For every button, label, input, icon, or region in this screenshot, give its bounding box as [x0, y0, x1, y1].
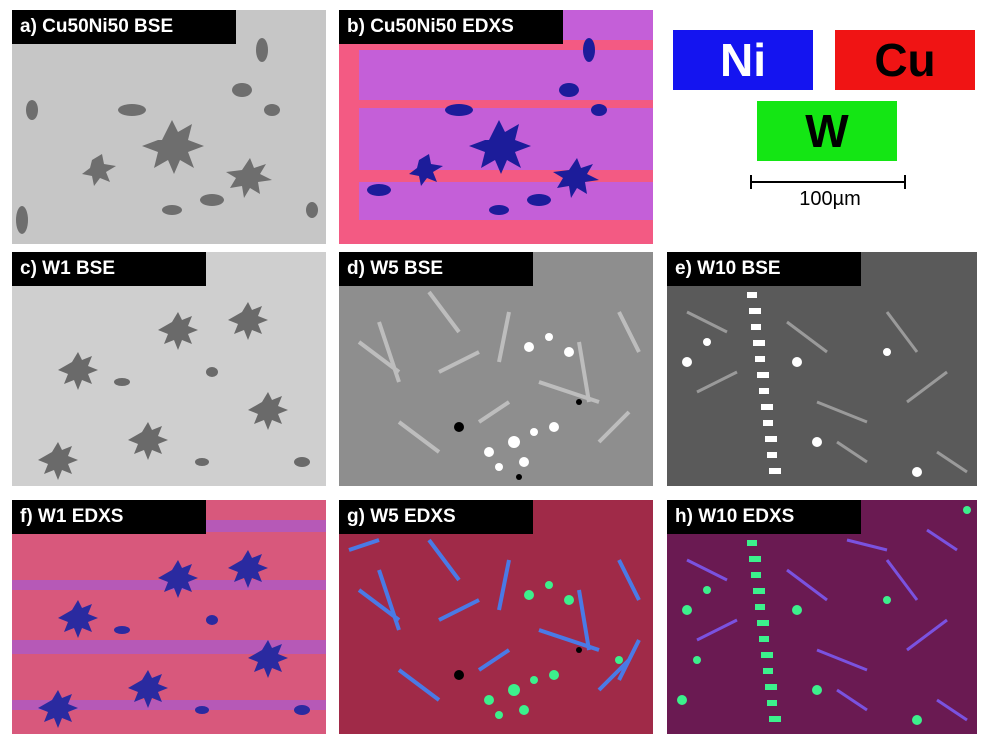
legend-w-swatch: W [757, 101, 897, 161]
panel-f-w1-edxs: f) W1 EDXS [12, 500, 326, 734]
legend-ni-swatch: Ni [673, 30, 813, 90]
panel-c-w1-bse: c) W1 BSE [12, 252, 326, 486]
bse-micrograph-image [667, 252, 977, 486]
bse-micrograph-image [339, 252, 653, 486]
panel-label: d) W5 BSE [339, 252, 533, 286]
panel-a-cu50ni50-bse: a) Cu50Ni50 BSE [12, 10, 326, 244]
edxs-map-image [667, 500, 977, 734]
bse-micrograph-image [12, 252, 326, 486]
panel-label: e) W10 BSE [667, 252, 861, 286]
bse-micrograph-image [12, 10, 326, 244]
edxs-map-image [339, 10, 653, 244]
panel-label: a) Cu50Ni50 BSE [12, 10, 236, 44]
legend-w-label: W [805, 105, 849, 157]
legend-cu-label: Cu [874, 34, 936, 86]
panel-label: c) W1 BSE [12, 252, 206, 286]
panel-label: b) Cu50Ni50 EDXS [339, 10, 563, 44]
panel-label: f) W1 EDXS [12, 500, 206, 534]
panel-h-w10-edxs: h) W10 EDXS [667, 500, 977, 734]
edxs-map-image [339, 500, 653, 734]
panel-g-w5-edxs: g) W5 EDXS [339, 500, 653, 734]
scale-bar-label: 100µm [799, 188, 861, 210]
panel-label: h) W10 EDXS [667, 500, 861, 534]
panel-e-w10-bse: e) W10 BSE [667, 252, 977, 486]
scale-bar-tick-right [904, 175, 906, 189]
panel-d-w5-bse: d) W5 BSE [339, 252, 653, 486]
legend-cu-swatch: Cu [835, 30, 975, 90]
scale-bar-line [750, 181, 906, 183]
edxs-map-image [12, 500, 326, 734]
legend-ni-label: Ni [720, 34, 766, 86]
panel-b-cu50ni50-edxs: b) Cu50Ni50 EDXS [339, 10, 653, 244]
scale-bar-tick-left [750, 175, 752, 189]
panel-label: g) W5 EDXS [339, 500, 533, 534]
